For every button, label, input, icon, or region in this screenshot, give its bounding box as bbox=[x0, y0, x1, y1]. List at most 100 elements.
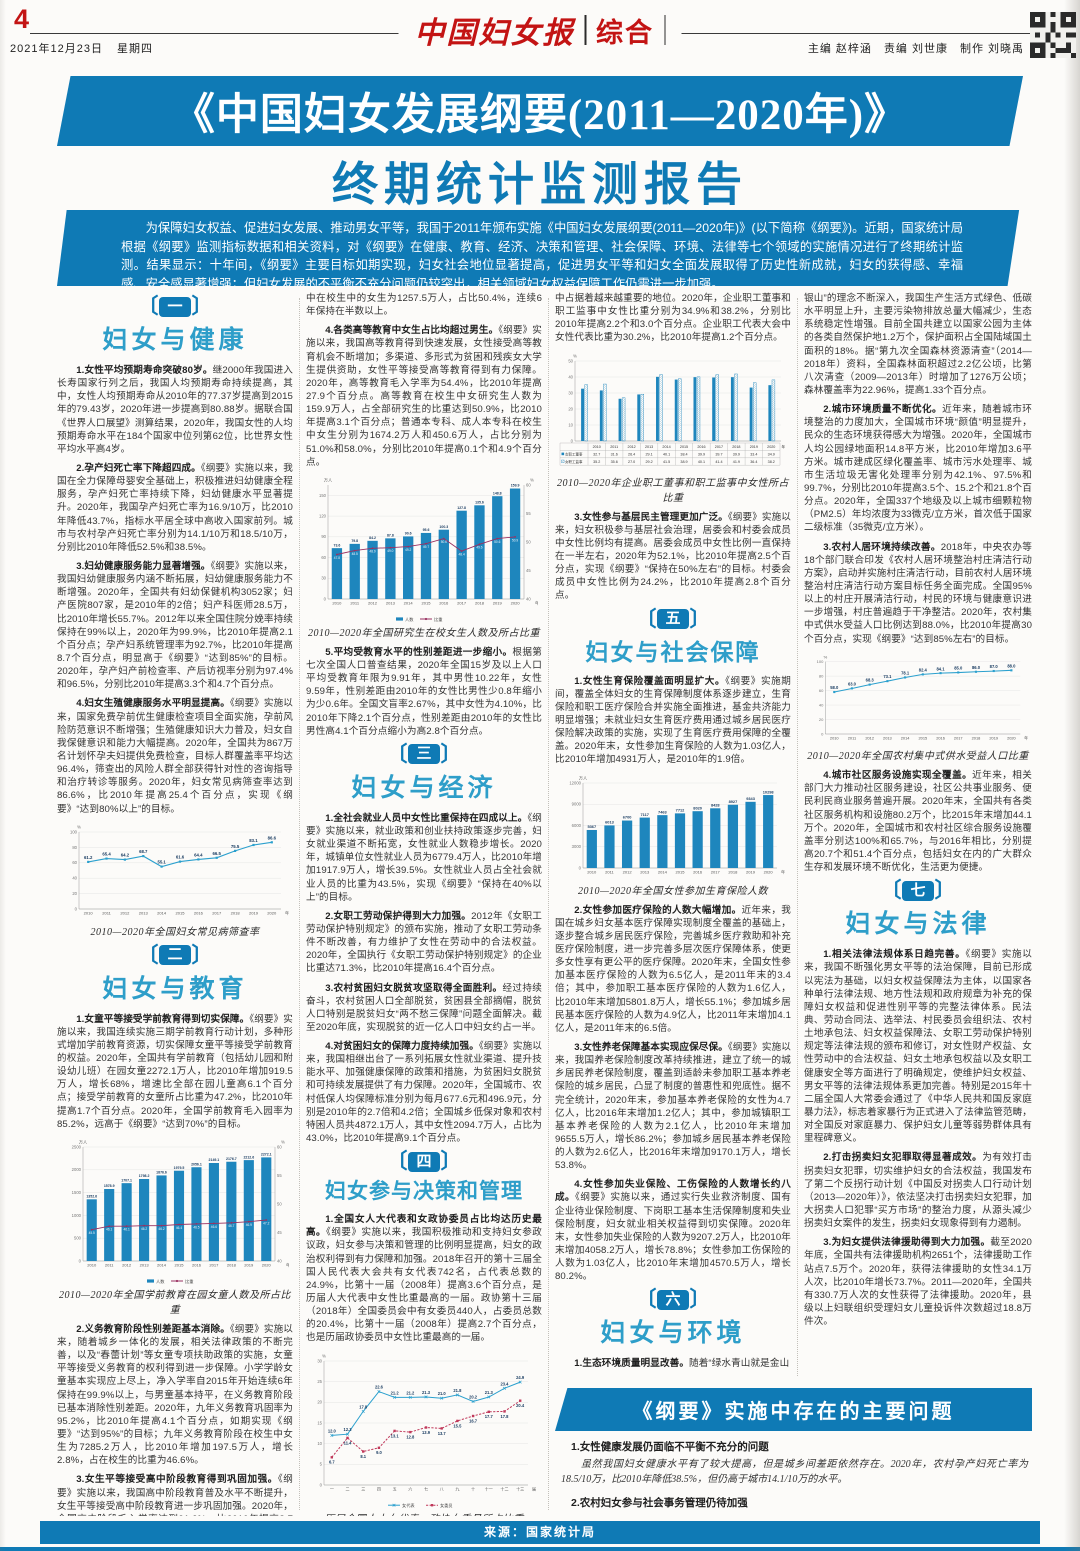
svg-text:17.7: 17.7 bbox=[485, 1414, 494, 1419]
svg-text:46.4: 46.4 bbox=[176, 1226, 182, 1230]
svg-text:1578.9: 1578.9 bbox=[104, 1184, 115, 1188]
section-number: 七 bbox=[902, 880, 934, 901]
svg-text:2016: 2016 bbox=[693, 869, 703, 874]
para-lead: 3.为妇女提供法律援助得到大力加强。 bbox=[823, 1237, 991, 1249]
svg-text:2212.6: 2212.6 bbox=[243, 1155, 254, 1159]
intro-paragraph: 为保障妇女权益、促进妇女发展、推动男女平等，我国于2011年颁布实施《中国妇女发… bbox=[121, 221, 963, 292]
svg-text:34.9: 34.9 bbox=[768, 452, 775, 456]
svg-text:0: 0 bbox=[75, 906, 78, 911]
svg-text:比重: 比重 bbox=[185, 1278, 193, 1285]
svg-text:79.8: 79.8 bbox=[351, 539, 358, 543]
svg-text:2013: 2013 bbox=[386, 600, 396, 605]
svg-text:2015: 2015 bbox=[675, 869, 685, 874]
svg-text:50: 50 bbox=[277, 1201, 282, 1206]
svg-text:9.0: 9.0 bbox=[376, 1450, 382, 1455]
svg-text:7712: 7712 bbox=[676, 807, 685, 812]
svg-text:八: 八 bbox=[440, 1486, 444, 1491]
source-bar: 来源：国家统计局 bbox=[40, 1521, 1040, 1544]
svg-text:12.8: 12.8 bbox=[406, 1434, 415, 1439]
para-lead: 1.女童平等接受学前教育得到切实保障。 bbox=[76, 1013, 250, 1025]
section-title: 妇女参与决策和管理 bbox=[325, 1180, 523, 1204]
section-title: 妇女与经济 bbox=[351, 773, 497, 802]
svg-text:20: 20 bbox=[317, 1399, 322, 1404]
svg-text:2019: 2019 bbox=[989, 735, 998, 740]
svg-text:159.9: 159.9 bbox=[511, 484, 520, 488]
svg-text:2500: 2500 bbox=[72, 1144, 82, 1149]
svg-text:65.4: 65.4 bbox=[102, 851, 111, 856]
section-number: 六 bbox=[657, 1289, 689, 1310]
svg-text:四: 四 bbox=[377, 1486, 381, 1491]
svg-text:85.0: 85.0 bbox=[954, 665, 963, 670]
svg-text:2012: 2012 bbox=[628, 445, 636, 449]
svg-text:1979.5: 1979.5 bbox=[174, 1166, 185, 1170]
svg-text:50: 50 bbox=[526, 539, 531, 544]
problems-heading: 《纲要》实施中存在的主要问题 bbox=[555, 1388, 1032, 1431]
svg-text:48.5: 48.5 bbox=[352, 552, 358, 556]
svg-text:2011: 2011 bbox=[102, 910, 111, 915]
svg-text:七: 七 bbox=[424, 1485, 428, 1491]
paragraph: 5.平均受教育水平的性别差距进一步缩小。根据第七次全国人口普查结果，2020年全… bbox=[306, 646, 542, 738]
svg-text:47.2: 47.2 bbox=[263, 1221, 269, 1225]
para-text: 《纲要》实施以来，国家免费孕前优生健康检查项目全面实施，孕前风险防范意识不断增强… bbox=[57, 698, 293, 815]
paragraph: 2.女职工劳动保护得到大力加强。2012年《女职工劳动保护特别规定》的颁布实施，… bbox=[306, 910, 542, 976]
column-3: 中占据着越来越重要的地位。2020年，企业职工董事和职工监事中女性比重分别为34… bbox=[555, 292, 791, 1382]
svg-text:0: 0 bbox=[579, 865, 582, 870]
svg-text:40: 40 bbox=[819, 702, 824, 707]
svg-text:2015: 2015 bbox=[175, 910, 185, 915]
svg-text:2013: 2013 bbox=[645, 445, 653, 449]
svg-text:80: 80 bbox=[819, 673, 824, 678]
svg-text:21.8: 21.8 bbox=[453, 1387, 462, 1392]
svg-text:%: % bbox=[530, 477, 534, 482]
svg-text:2018: 2018 bbox=[732, 445, 740, 449]
svg-text:2019: 2019 bbox=[493, 600, 503, 605]
para-lead: 4.城市社区服务设施实现全覆盖。 bbox=[823, 770, 973, 782]
para-text: 《纲要》实施以来，我国连续实施三期学前教育行动计划，多种形式增加学前教育资源，切… bbox=[57, 1013, 293, 1130]
paragraph: 3.为妇女提供法律援助得到大力加强。截至2020年底，全国共有法律援助机构265… bbox=[804, 1236, 1032, 1328]
svg-text:45: 45 bbox=[277, 1230, 282, 1235]
svg-text:66.5: 66.5 bbox=[213, 850, 222, 855]
svg-text:46.6: 46.6 bbox=[211, 1225, 217, 1229]
svg-text:万人: 万人 bbox=[324, 477, 333, 483]
headline-line2: 终期统计监测报告 bbox=[332, 159, 748, 210]
svg-text:35.6: 35.6 bbox=[611, 460, 618, 464]
svg-text:17.8: 17.8 bbox=[359, 1404, 368, 1409]
svg-text:30: 30 bbox=[321, 576, 326, 581]
section-title: 妇女与法律 bbox=[845, 910, 991, 939]
page-number: 4 bbox=[14, 4, 30, 34]
svg-text:27.0: 27.0 bbox=[628, 460, 635, 464]
section-number: 三 bbox=[408, 744, 440, 765]
svg-text:2010: 2010 bbox=[587, 869, 597, 874]
svg-text:21.2: 21.2 bbox=[391, 1390, 400, 1395]
svg-text:13.1: 13.1 bbox=[391, 1433, 400, 1438]
svg-text:46.2: 46.2 bbox=[158, 1227, 164, 1231]
svg-text:1707.1: 1707.1 bbox=[121, 1178, 132, 1182]
svg-text:6000: 6000 bbox=[572, 822, 582, 827]
section-title: 妇女与健康 bbox=[102, 326, 248, 354]
paragraph: 4.妇女生殖健康服务水平明显提高。《纲要》实施以来，国家免费孕前优生健康检查项目… bbox=[57, 697, 293, 815]
section-title: 妇女与社会保障 bbox=[585, 638, 761, 665]
svg-text:84.1: 84.1 bbox=[937, 666, 946, 671]
para-text: 2012年《女职工劳动保护特别规定》的颁布实施，推动了女职工劳动条件不断改善，有… bbox=[306, 910, 542, 975]
para-text: 2018年，中央农办等18个部门联合印发《农村人居环境整治村庄清洁行动方案》，启… bbox=[804, 541, 1032, 645]
intro-band: 为保障妇女权益、促进妇女发展、推动男女平等，我国于2011年颁布实施《中国妇女发… bbox=[57, 210, 1020, 286]
svg-text:46.9: 46.9 bbox=[246, 1223, 252, 1227]
svg-text:1798.2: 1798.2 bbox=[139, 1174, 150, 1178]
paragraph: 3.农村贫困妇女脱贫攻坚取得全面胜利。经过持续奋斗，农村贫困人口全部脱贫，贫困县… bbox=[306, 982, 542, 1035]
section-number-badge: 〔六〕 bbox=[635, 1288, 711, 1312]
svg-text:50.9: 50.9 bbox=[512, 538, 518, 542]
para-lead: 4.对贫困妇女的保障力度持续加强。 bbox=[325, 1041, 479, 1053]
para-lead: 2.打击拐卖妇女犯罪取得显著成效。 bbox=[823, 1152, 983, 1164]
svg-text:0: 0 bbox=[324, 596, 327, 601]
svg-text:2013: 2013 bbox=[883, 735, 892, 740]
svg-text:人数: 人数 bbox=[405, 616, 414, 623]
chart-maternity-insurance: 0 3000 6000 9000 12000 万人 2010 2011 2012 2013 2014… bbox=[555, 773, 791, 881]
svg-text:2020: 2020 bbox=[267, 910, 277, 915]
svg-text:2017: 2017 bbox=[209, 1262, 219, 1267]
svg-text:2016: 2016 bbox=[439, 600, 449, 605]
svg-text:2017: 2017 bbox=[715, 445, 723, 449]
para-text: 近年来，我国在城乡妇女基本医疗保障实现制度全覆盖的基础上，逐步整合城乡居民医疗保… bbox=[555, 904, 791, 1034]
svg-text:60: 60 bbox=[321, 555, 326, 560]
svg-text:2012: 2012 bbox=[120, 910, 130, 915]
para-lead: 4.妇女生殖健康服务水平明显提高。 bbox=[76, 698, 230, 710]
svg-text:万人: 万人 bbox=[579, 775, 588, 781]
